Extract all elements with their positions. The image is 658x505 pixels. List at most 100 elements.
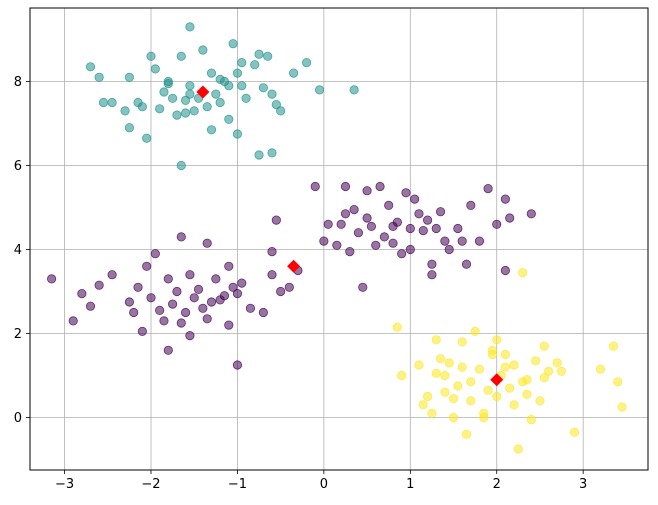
scatter-point: [176, 51, 186, 61]
scatter-point: [431, 335, 441, 345]
scatter-point: [168, 93, 178, 103]
centroid-markers: [196, 85, 504, 387]
scatter-point: [254, 49, 264, 59]
scatter-point: [444, 244, 454, 255]
scatter-point: [228, 282, 238, 292]
scatter-point: [466, 200, 476, 210]
scatter-point: [211, 274, 221, 284]
scatter-point: [461, 259, 472, 269]
y-tick-label: 6: [14, 159, 22, 174]
scatter-point: [492, 391, 502, 402]
scatter-point: [414, 360, 424, 370]
scatter-point: [440, 370, 450, 381]
scatter-point: [401, 188, 411, 198]
scatter-point: [544, 366, 554, 376]
scatter-point: [198, 303, 208, 313]
scatter-point: [487, 349, 498, 360]
scatter-point: [276, 286, 286, 297]
scatter-point: [206, 125, 217, 135]
scatter-point: [479, 408, 489, 418]
scatter-point: [613, 377, 623, 387]
scatter-point: [198, 45, 208, 55]
x-axis-ticks: −3 −2 −1 0 1 2 3: [55, 470, 587, 492]
scatter-point: [267, 270, 277, 280]
scatter-point: [206, 68, 217, 78]
scatter-point: [410, 194, 420, 204]
scatter-point: [254, 150, 264, 160]
scatter-point: [353, 228, 364, 238]
scatter-point: [466, 396, 476, 406]
scatter-point: [427, 259, 437, 269]
scatter-point: [431, 223, 441, 234]
scatter-point: [513, 444, 523, 454]
scatter-point: [483, 184, 493, 194]
scatter-point: [258, 307, 268, 318]
scatter-point: [500, 194, 510, 204]
scatter-point: [176, 318, 186, 328]
scatter-point: [189, 106, 199, 116]
scatter-point: [453, 223, 463, 234]
scatter-point: [232, 288, 243, 299]
scatter-point: [375, 181, 385, 192]
scatter-point: [319, 236, 329, 246]
scatter-point: [180, 95, 191, 106]
scatter-point: [185, 22, 195, 32]
scatter-points: [47, 22, 627, 454]
scatter-point: [435, 354, 446, 364]
scatter-point: [526, 414, 536, 425]
scatter-point: [595, 364, 606, 374]
scatter-point: [531, 356, 541, 366]
scatter-point: [185, 89, 195, 99]
scatter-point: [617, 402, 627, 412]
scatter-point: [163, 345, 173, 355]
scatter-point: [193, 284, 204, 294]
scatter-point: [267, 247, 277, 257]
scatter-point: [340, 209, 351, 219]
scatter-point: [431, 368, 441, 378]
scatter-point: [509, 360, 519, 370]
scatter-point: [340, 181, 351, 192]
scatter-point: [237, 81, 247, 91]
scatter-point: [232, 360, 243, 370]
scatter-point: [202, 314, 212, 324]
scatter-point: [124, 72, 134, 82]
scatter-point: [518, 267, 528, 278]
x-tick-label: −1: [228, 477, 247, 492]
scatter-point: [155, 305, 165, 315]
scatter-point: [224, 261, 234, 271]
scatter-point: [276, 106, 286, 116]
scatter-point: [418, 226, 428, 236]
scatter-point: [224, 320, 234, 330]
scatter-point: [150, 249, 160, 259]
scatter-point: [461, 429, 472, 439]
centroid-marker: [196, 85, 210, 99]
x-tick-label: 1: [406, 477, 414, 492]
scatter-point: [505, 213, 515, 223]
scatter-point: [163, 274, 173, 284]
scatter-point: [552, 358, 562, 368]
scatter-point: [107, 97, 117, 108]
scatter-point: [176, 232, 186, 242]
scatter-point: [185, 81, 195, 91]
scatter-point: [142, 261, 152, 271]
scatter-point: [172, 286, 182, 297]
scatter-point: [422, 215, 433, 225]
scatter-point: [267, 89, 277, 99]
scatter-point: [237, 278, 247, 288]
y-tick-label: 0: [14, 411, 22, 426]
scatter-point: [358, 282, 368, 292]
y-tick-label: 8: [14, 75, 22, 90]
scatter-point: [362, 213, 372, 223]
scatter-point: [323, 219, 333, 229]
scatter-point: [124, 123, 134, 133]
scatter-point: [202, 238, 212, 248]
y-tick-label: 4: [14, 243, 22, 258]
scatter-point: [85, 62, 96, 72]
scatter-point: [522, 389, 532, 399]
y-axis-ticks: 0 2 4 6 8: [14, 75, 30, 426]
centroid-marker: [287, 259, 301, 273]
scatter-point: [258, 83, 268, 93]
scatter-point: [267, 148, 277, 158]
scatter-point: [470, 326, 480, 336]
